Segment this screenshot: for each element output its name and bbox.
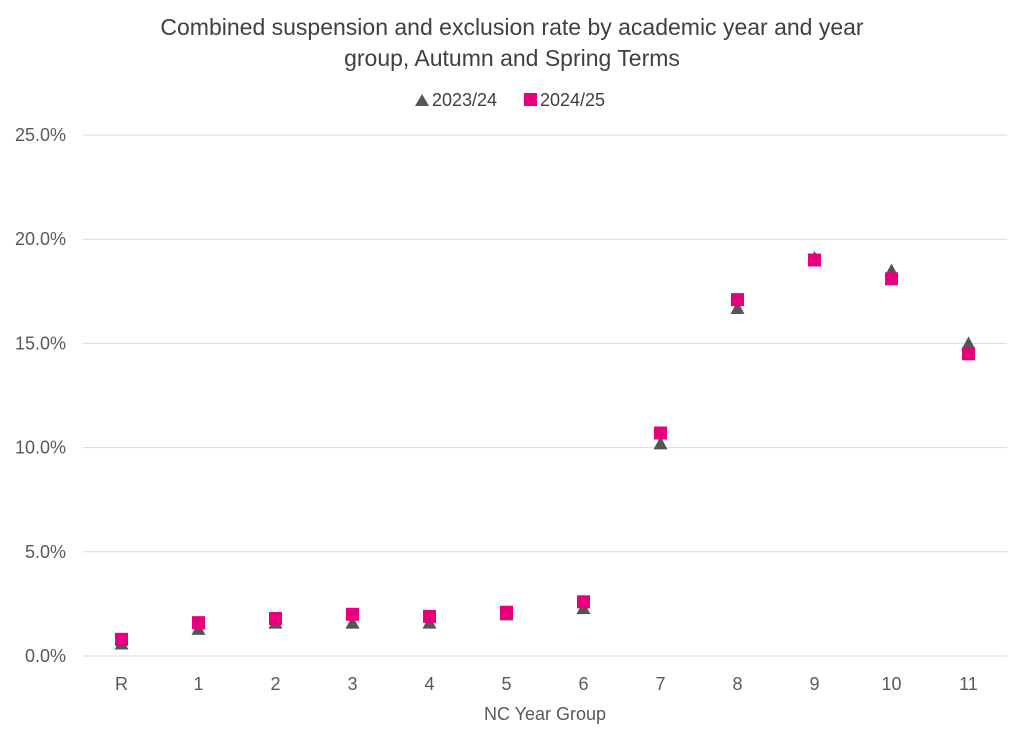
y-tick-label: 20.0%: [15, 229, 66, 249]
x-tick-label: 4: [424, 674, 434, 694]
square-point: [577, 595, 590, 609]
triangle-point: [345, 615, 360, 629]
square-point: [962, 347, 975, 361]
square-point: [654, 426, 667, 440]
triangle-point: [653, 436, 668, 450]
y-tick-label: 25.0%: [15, 125, 66, 145]
x-tick-label: 7: [655, 674, 665, 694]
y-tick-label: 10.0%: [15, 438, 66, 458]
x-tick-label: 2: [270, 674, 280, 694]
y-tick-label: 5.0%: [25, 542, 66, 562]
chart-title-line-2: group, Autumn and Spring Terms: [344, 45, 680, 71]
square-point: [808, 253, 821, 267]
x-tick-label: 8: [732, 674, 742, 694]
x-tick-label: 6: [578, 674, 588, 694]
square-point: [269, 611, 282, 625]
legend: 2023/24 2024/25: [415, 90, 605, 110]
x-axis-label: NC Year Group: [484, 704, 606, 724]
square-point: [346, 607, 359, 621]
x-axis-ticks: R 1 2 3 4 5 6 7 8 9 10 11: [115, 674, 978, 694]
legend-label-2024-25: 2024/25: [540, 90, 605, 110]
triangle-point: [730, 300, 745, 314]
gridlines: [83, 134, 1007, 657]
y-axis-ticks: 0.0% 5.0% 10.0% 15.0% 20.0% 25.0%: [15, 125, 66, 666]
square-point: [500, 605, 513, 619]
square-point: [885, 272, 898, 286]
square-point: [192, 616, 205, 630]
x-tick-label: 5: [501, 674, 511, 694]
x-tick-label: 10: [881, 674, 901, 694]
chart-title-line-1: Combined suspension and exclusion rate b…: [160, 14, 864, 40]
data-points: [114, 250, 976, 650]
square-point: [115, 632, 128, 646]
y-tick-label: 15.0%: [15, 333, 66, 353]
x-tick-label: 3: [347, 674, 357, 694]
series-2023-24: [114, 250, 976, 650]
x-tick-label: R: [115, 674, 128, 694]
square-point: [731, 293, 744, 307]
x-tick-label: 11: [959, 674, 978, 694]
legend-triangle-marker: [415, 94, 429, 106]
x-tick-label: 9: [809, 674, 819, 694]
x-tick-label: 1: [193, 674, 203, 694]
series-2024-25: [115, 253, 975, 646]
y-tick-label: 0.0%: [25, 646, 66, 666]
square-point: [423, 609, 436, 623]
legend-label-2023-24: 2023/24: [432, 90, 497, 110]
triangle-point: [961, 336, 976, 350]
legend-square-marker: [524, 93, 537, 106]
